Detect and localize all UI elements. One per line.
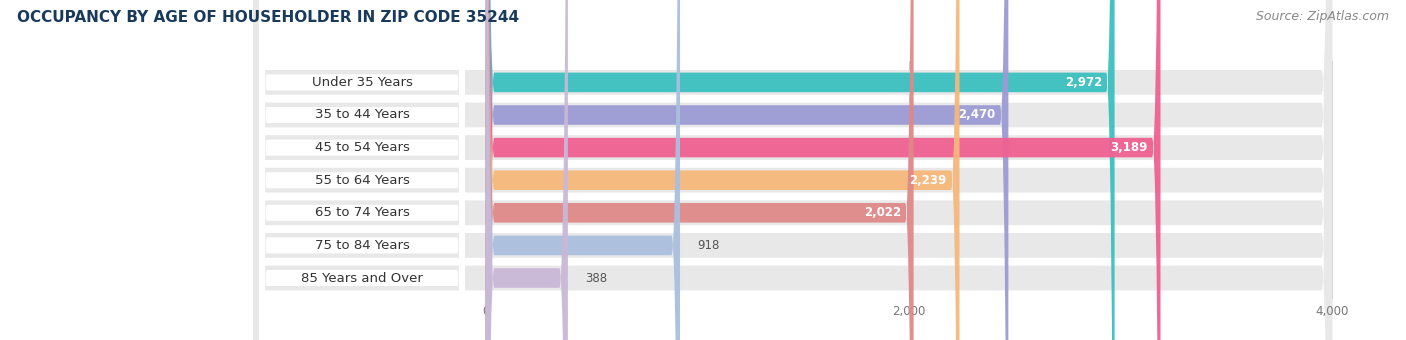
FancyBboxPatch shape — [486, 0, 1115, 340]
FancyBboxPatch shape — [486, 0, 1160, 340]
FancyBboxPatch shape — [253, 0, 1331, 340]
FancyBboxPatch shape — [260, 0, 464, 340]
FancyBboxPatch shape — [260, 0, 464, 340]
Text: 2,972: 2,972 — [1064, 76, 1102, 89]
Text: 35 to 44 Years: 35 to 44 Years — [315, 108, 409, 121]
Text: 918: 918 — [697, 239, 720, 252]
FancyBboxPatch shape — [486, 0, 681, 340]
Text: 2,239: 2,239 — [910, 174, 946, 187]
Text: 2,470: 2,470 — [959, 108, 995, 121]
Text: 45 to 54 Years: 45 to 54 Years — [315, 141, 409, 154]
Text: 65 to 74 Years: 65 to 74 Years — [315, 206, 409, 219]
Text: Source: ZipAtlas.com: Source: ZipAtlas.com — [1256, 10, 1389, 23]
Text: 388: 388 — [585, 272, 607, 285]
FancyBboxPatch shape — [486, 0, 914, 340]
Text: 55 to 64 Years: 55 to 64 Years — [315, 174, 409, 187]
Text: OCCUPANCY BY AGE OF HOUSEHOLDER IN ZIP CODE 35244: OCCUPANCY BY AGE OF HOUSEHOLDER IN ZIP C… — [17, 10, 519, 25]
FancyBboxPatch shape — [486, 0, 568, 340]
FancyBboxPatch shape — [260, 0, 464, 340]
FancyBboxPatch shape — [253, 0, 1331, 340]
FancyBboxPatch shape — [260, 0, 464, 340]
Text: Under 35 Years: Under 35 Years — [312, 76, 412, 89]
FancyBboxPatch shape — [486, 0, 959, 340]
FancyBboxPatch shape — [486, 0, 1008, 340]
FancyBboxPatch shape — [260, 0, 464, 340]
Text: 3,189: 3,189 — [1111, 141, 1147, 154]
Text: 75 to 84 Years: 75 to 84 Years — [315, 239, 409, 252]
FancyBboxPatch shape — [253, 0, 1331, 340]
FancyBboxPatch shape — [253, 0, 1331, 340]
FancyBboxPatch shape — [253, 0, 1331, 340]
FancyBboxPatch shape — [260, 0, 464, 340]
FancyBboxPatch shape — [253, 0, 1331, 340]
Text: 2,022: 2,022 — [863, 206, 901, 219]
FancyBboxPatch shape — [253, 0, 1331, 340]
Text: 85 Years and Over: 85 Years and Over — [301, 272, 423, 285]
FancyBboxPatch shape — [260, 0, 464, 340]
